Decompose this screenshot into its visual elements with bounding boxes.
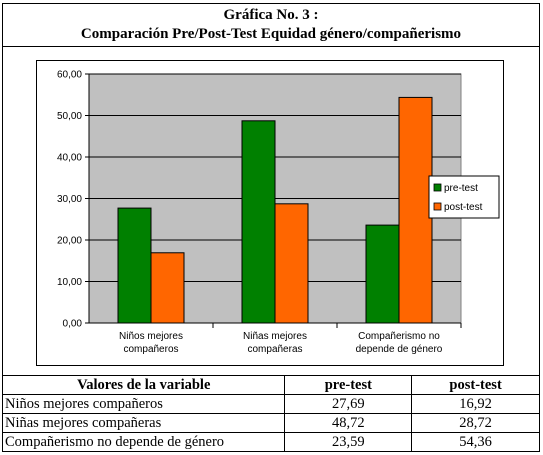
table-cell: Compañerismo no depende de género [1, 432, 286, 452]
figure-title-line1: Gráfica No. 3 : [223, 7, 319, 23]
table-header: pre-test [284, 375, 413, 395]
y-tick-label: 10,00 [57, 277, 82, 288]
y-tick-label: 60,00 [57, 70, 82, 81]
table-cell: 27,69 [284, 394, 413, 414]
table-cell: 54,36 [411, 432, 540, 452]
table-cell: 48,72 [284, 413, 413, 433]
figure-title-box: Gráfica No. 3 : Comparación Pre/Post-Tes… [2, 3, 540, 47]
bar [241, 120, 276, 324]
table-cell: 16,92 [411, 394, 540, 414]
legend-box [428, 175, 500, 219]
y-tick-label: 0,00 [63, 319, 83, 330]
figure-title-line2: Comparación Pre/Post-Test Equidad género… [80, 26, 462, 42]
table-header: Valores de la variable [1, 375, 286, 395]
bar [150, 252, 185, 324]
bar [117, 207, 152, 324]
table-row: Niños mejores compañeros 27,69 16,92 [1, 394, 540, 414]
legend-swatch [433, 183, 442, 192]
bar [365, 224, 400, 324]
x-tick-label: depende de género [356, 344, 443, 355]
bar [398, 96, 433, 324]
table-row: Niñas mejores compañeras 48,72 28,72 [1, 413, 540, 433]
x-tick-label: Niños mejores [119, 331, 183, 342]
table-cell: 28,72 [411, 413, 540, 433]
table-cell: Niños mejores compañeros [1, 394, 286, 414]
legend-label: post-test [444, 202, 483, 213]
table-cell: Niñas mejores compañeras [1, 413, 286, 433]
table-header: post-test [411, 375, 540, 395]
y-tick-label: 40,00 [57, 153, 82, 164]
table-cell: 23,59 [284, 432, 413, 452]
table-header-row: Valores de la variable pre-test post-tes… [1, 375, 540, 395]
legend-swatch [433, 202, 442, 211]
x-tick-label: compañeras [247, 344, 302, 355]
y-tick-label: 50,00 [57, 111, 82, 122]
y-tick-label: 20,00 [57, 236, 82, 247]
chart-area: 0,00 10,00 20,00 30,00 40,00 50,00 60,00 Niños … [36, 60, 504, 366]
bar-chart: 0,00 10,00 20,00 30,00 40,00 50,00 60,00 Niños … [57, 70, 500, 355]
y-tick-label: 30,00 [57, 194, 82, 205]
values-table: Valores de la variable pre-test post-tes… [1, 375, 540, 452]
x-tick-label: Niñas mejores [243, 331, 307, 342]
bar [274, 203, 309, 324]
x-tick-label: Compañerismo no [358, 331, 440, 342]
table-row: Compañerismo no depende de género 23,59 … [1, 432, 540, 452]
legend-label: pre-test [444, 183, 478, 194]
x-tick-label: compañeros [123, 344, 178, 355]
